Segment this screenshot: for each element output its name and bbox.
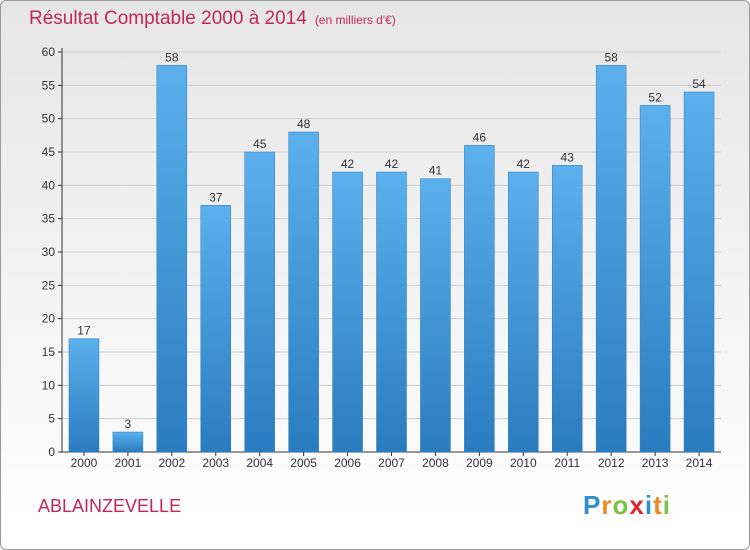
bar-2001 xyxy=(112,431,144,453)
y-tick-label: 55 xyxy=(42,78,56,92)
logo-letter: i xyxy=(644,490,654,520)
y-tick-label: 5 xyxy=(48,412,55,426)
place-name: ABLAINZEVELLE xyxy=(38,496,182,516)
x-tick-label-2003: 2003 xyxy=(202,456,229,470)
bar-2012 xyxy=(595,65,627,453)
value-label-2014: 54 xyxy=(692,77,706,91)
value-label-2011: 43 xyxy=(561,150,575,164)
bar-2011 xyxy=(551,165,583,453)
x-tick-label-2002: 2002 xyxy=(158,456,185,470)
value-label-2010: 42 xyxy=(517,157,531,171)
bar-2010 xyxy=(508,171,539,453)
value-label-2002: 58 xyxy=(165,50,179,64)
labels: 0 5 10 15 20 25 30 35 40 45 50 55 60 17 2000 3 2001 58 200… xyxy=(42,45,713,470)
bar-2009 xyxy=(464,145,495,453)
x-tick-label-2011: 2011 xyxy=(554,456,580,470)
x-tick-label-2006: 2006 xyxy=(334,456,361,470)
bar-2014 xyxy=(683,91,715,453)
y-tick-label: 35 xyxy=(42,212,56,226)
bar-2013 xyxy=(639,105,671,453)
x-tick-label-2014: 2014 xyxy=(686,456,713,470)
y-tick-label: 10 xyxy=(42,378,56,392)
y-tick-label: 15 xyxy=(42,345,56,359)
bar-2005 xyxy=(288,131,319,453)
value-label-2003: 37 xyxy=(209,190,223,204)
value-label-2012: 58 xyxy=(604,50,618,64)
logo-letter: x xyxy=(629,490,645,520)
value-label-2006: 42 xyxy=(341,157,355,171)
x-tick-label-2013: 2013 xyxy=(642,456,669,470)
bar-2000 xyxy=(68,338,100,453)
logo-letter: i xyxy=(662,490,671,520)
chart-title: Résultat Comptable 2000 à 2014 (en millie… xyxy=(29,8,396,30)
logo-letter: o xyxy=(612,490,630,520)
x-tick-label-2001: 2001 xyxy=(115,456,142,470)
value-label-2013: 52 xyxy=(648,90,662,104)
value-label-2001: 3 xyxy=(125,417,132,431)
value-label-2005: 48 xyxy=(297,117,311,131)
y-tick-label: 30 xyxy=(42,245,56,259)
value-label-2000: 17 xyxy=(77,324,91,338)
bar-2003 xyxy=(200,205,232,453)
y-tick-label: 60 xyxy=(42,45,56,59)
x-tick-label-2000: 2000 xyxy=(71,456,98,470)
x-tick-label-2007: 2007 xyxy=(378,456,405,470)
value-label-2008: 41 xyxy=(429,164,443,178)
bar-2008 xyxy=(420,178,451,453)
y-tick-label: 45 xyxy=(42,145,56,159)
bars xyxy=(68,65,715,453)
y-tick-label: 20 xyxy=(42,312,56,326)
bar-2007 xyxy=(376,171,407,453)
y-tick-label: 0 xyxy=(48,445,55,459)
x-tick-label-2008: 2008 xyxy=(422,456,449,470)
y-tick-label: 25 xyxy=(42,278,56,292)
x-tick-label-2005: 2005 xyxy=(290,456,317,470)
logo-letter: P xyxy=(583,490,602,520)
y-tick-label: 40 xyxy=(42,178,56,192)
value-label-2004: 45 xyxy=(253,137,267,151)
x-tick-label-2009: 2009 xyxy=(466,456,493,470)
value-label-2007: 42 xyxy=(385,157,399,171)
bar-2002 xyxy=(156,65,188,453)
x-tick-label-2010: 2010 xyxy=(510,456,537,470)
chart-subtitle: (en milliers d'€) xyxy=(314,13,396,27)
logo-letter: r xyxy=(601,490,613,520)
logo-letter: t xyxy=(653,490,663,520)
x-tick-label-2012: 2012 xyxy=(598,456,625,470)
bar-2006 xyxy=(332,171,363,453)
y-tick-label: 50 xyxy=(42,112,56,126)
bar-2004 xyxy=(244,151,275,453)
x-tick-label-2004: 2004 xyxy=(246,456,273,470)
chart-title-text: Résultat Comptable 2000 à 2014 xyxy=(29,8,307,29)
value-label-2009: 46 xyxy=(473,130,487,144)
proxiti-logo: Proxiti xyxy=(583,490,671,521)
